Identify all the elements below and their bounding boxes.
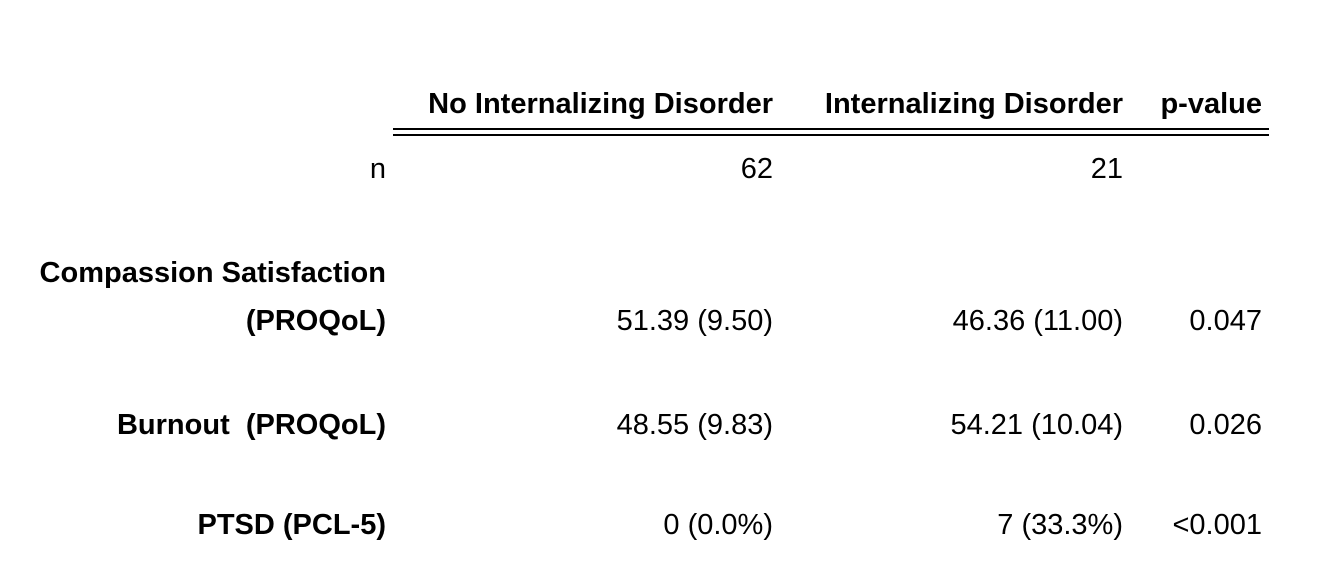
header-internalizing-disorder: Internalizing Disorder — [824, 88, 1123, 120]
row-label-n: n — [369, 153, 386, 185]
row-label-ptsd: PTSD (PCL-5) — [197, 509, 387, 541]
header-no-internalizing-disorder: No Internalizing Disorder — [428, 88, 773, 120]
header-rule-top — [393, 128, 1269, 130]
row-label-compassion-satisfaction: Compassion Satisfaction — [39, 257, 386, 289]
cell-burnout-disorder: 54.21 (10.04) — [950, 409, 1123, 441]
header-rule-bottom — [393, 134, 1269, 136]
cell-compassion-no-disorder: 51.39 (9.50) — [616, 305, 773, 337]
cell-ptsd-p-value: <0.001 — [1172, 509, 1262, 541]
header-p-value: p-value — [1160, 88, 1262, 120]
cell-compassion-disorder: 46.36 (11.00) — [952, 305, 1123, 337]
row-label-compassion-satisfaction-scale: (PROQoL) — [245, 305, 386, 337]
cell-ptsd-no-disorder: 0 (0.0%) — [663, 509, 773, 541]
cell-burnout-p-value: 0.026 — [1189, 409, 1262, 441]
row-label-burnout: Burnout (PROQoL) — [116, 409, 386, 441]
cell-burnout-no-disorder: 48.55 (9.83) — [616, 409, 773, 441]
cell-n-no-disorder: 62 — [740, 153, 773, 185]
cell-ptsd-disorder: 7 (33.3%) — [997, 509, 1123, 541]
cell-compassion-p-value: 0.047 — [1189, 305, 1262, 337]
cell-n-disorder: 21 — [1090, 153, 1123, 185]
